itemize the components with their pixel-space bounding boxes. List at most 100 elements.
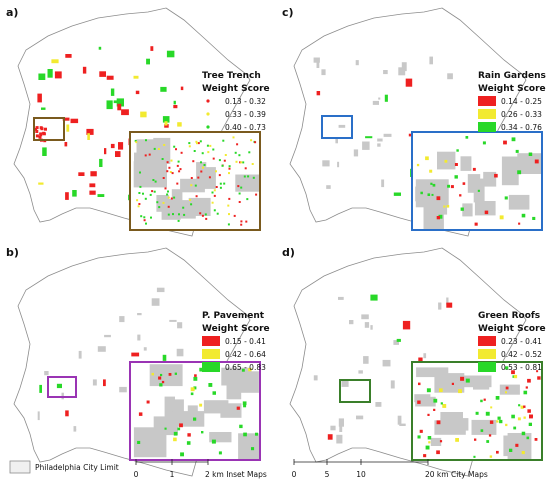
map-patch — [97, 346, 106, 352]
inset-speck — [515, 443, 519, 447]
inset-speck — [211, 191, 214, 194]
inset-speck — [439, 388, 443, 393]
inset-speck — [537, 376, 541, 380]
inset-speck — [213, 209, 216, 212]
inset-speck — [246, 198, 249, 201]
map-patch — [104, 334, 111, 338]
map-patch — [335, 137, 338, 144]
inset-speck — [242, 161, 245, 164]
inset-speck — [194, 184, 197, 187]
map-patch — [35, 134, 39, 138]
map-patch — [358, 370, 363, 374]
inset-speck — [523, 416, 526, 419]
map-patch — [99, 71, 106, 77]
inset-speck — [213, 189, 216, 192]
inset-speck — [134, 139, 137, 142]
map-patch — [135, 90, 140, 95]
inset-speck — [196, 142, 198, 145]
inset-speck — [495, 396, 500, 400]
legend-range: 0.13 - 0.32 — [225, 97, 266, 106]
inset-speck — [176, 164, 179, 167]
locator-box — [33, 117, 65, 141]
inset-speck — [416, 163, 420, 167]
inset-speck — [145, 139, 147, 142]
inset-speck — [251, 447, 255, 451]
inset-speck — [237, 185, 240, 188]
inset-speck — [243, 175, 246, 178]
map-patch — [353, 149, 359, 157]
inset-speck — [480, 429, 484, 432]
map-patch — [378, 97, 381, 100]
inset-block — [440, 412, 463, 432]
bottom-legend: Philadelphia City Limit — [9, 460, 119, 474]
inset-speck — [243, 404, 247, 408]
inset-speck — [222, 139, 225, 142]
map-patch — [364, 322, 370, 328]
inset-speck — [180, 452, 184, 457]
legend-range: 0.14 - 0.25 — [501, 97, 542, 106]
map-patch — [164, 124, 169, 128]
legend-range: 0.42 - 0.52 — [501, 350, 542, 359]
inset-speck — [486, 440, 490, 443]
inset-speck — [227, 204, 230, 207]
inset-speck — [462, 182, 466, 185]
inset-speck — [162, 201, 165, 204]
inset-speck — [240, 223, 243, 226]
map-patch — [180, 86, 184, 91]
legend-swatch — [202, 349, 220, 359]
inset-speck — [138, 412, 143, 416]
inset-speck — [248, 151, 251, 154]
map-patch — [140, 111, 147, 118]
map-patch — [321, 69, 326, 76]
inset-speck — [528, 152, 533, 156]
map-patch — [39, 384, 42, 393]
inset-block — [430, 437, 442, 446]
inset-speck — [177, 160, 180, 163]
inset-block — [434, 373, 465, 393]
inset-speck — [173, 145, 176, 148]
inset-speck — [248, 368, 252, 372]
panel-label: a) — [6, 6, 18, 19]
inset-speck — [455, 438, 459, 442]
inset-speck — [163, 144, 166, 146]
scale-label: 10 — [356, 470, 366, 479]
inset-speck — [240, 220, 243, 223]
inset-speck — [446, 205, 450, 208]
scale-label: 20 km City Maps — [425, 470, 488, 479]
inset-speck — [216, 212, 219, 215]
map-patch — [150, 46, 154, 51]
map-panel-a: Tree Trench Weight Score 0.13 - 0.32 0.33 -… — [6, 6, 270, 237]
inset-speck — [438, 214, 443, 219]
map-patch — [146, 58, 150, 65]
inset-speck — [450, 185, 454, 189]
city-limit-label: Philadelphia City Limit — [35, 463, 119, 472]
inset-speck — [521, 213, 526, 218]
inset-speck — [211, 201, 214, 204]
map-patch — [355, 60, 359, 66]
inset-speck — [513, 374, 518, 379]
inset-speck — [239, 424, 243, 429]
inset-block — [153, 416, 178, 436]
inset-speck — [511, 414, 515, 419]
map-patch — [44, 127, 47, 131]
map-patch — [78, 172, 85, 176]
inset-speck — [454, 163, 458, 166]
map-patch — [110, 143, 115, 149]
inset-speck — [212, 148, 215, 151]
inset-speck — [190, 177, 193, 179]
inset-speck — [208, 383, 213, 387]
inset-speck — [482, 141, 486, 145]
inset-speck — [218, 451, 222, 455]
inset-speck — [425, 156, 429, 161]
inset-speck — [201, 152, 204, 155]
inset-block — [171, 189, 183, 204]
map-patch — [418, 357, 423, 364]
inset-speck — [245, 220, 248, 223]
inset-block — [167, 399, 184, 412]
inset-speck — [173, 196, 176, 199]
map-patch — [118, 142, 124, 150]
inset-speck — [192, 160, 195, 163]
inset-speck — [180, 151, 183, 154]
map-patch — [361, 314, 369, 320]
